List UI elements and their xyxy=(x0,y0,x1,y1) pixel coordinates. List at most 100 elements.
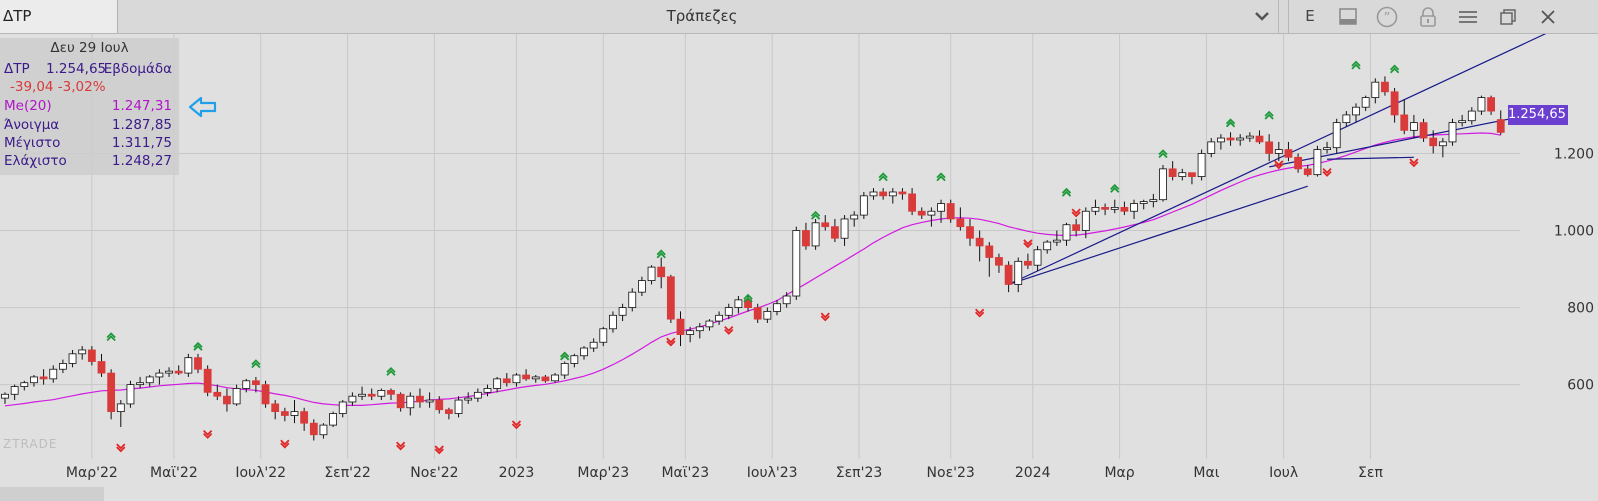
symbol-input[interactable]: ΔΤΡ xyxy=(0,0,118,33)
candle xyxy=(792,226,801,300)
x-tick-label: Μαρ'23 xyxy=(577,465,629,481)
info-open-value: 1.287,85 xyxy=(111,117,172,133)
menu-button[interactable] xyxy=(1448,0,1488,33)
candle xyxy=(695,322,704,339)
candle-body xyxy=(300,411,309,424)
e-button[interactable]: E xyxy=(1305,7,1315,25)
candle-body xyxy=(599,328,608,343)
candle xyxy=(1149,193,1158,208)
candle-body xyxy=(1390,91,1399,116)
candle xyxy=(715,311,723,325)
down-signal-arrow xyxy=(724,325,734,335)
up-signal-arrow xyxy=(386,366,396,376)
candle xyxy=(1429,130,1438,154)
candle-body xyxy=(1226,137,1235,141)
candle xyxy=(377,388,386,401)
candle-body xyxy=(1438,141,1447,147)
down-signal-arrow xyxy=(666,337,676,347)
candle-body xyxy=(425,399,434,403)
restore-window-button[interactable] xyxy=(1488,0,1528,33)
candle xyxy=(1361,95,1370,112)
candle-body xyxy=(454,399,463,414)
candle-body xyxy=(734,299,743,308)
info-symbol: ΔΤΡ xyxy=(4,61,30,77)
lock-button[interactable] xyxy=(1408,0,1448,33)
candle xyxy=(1390,87,1399,123)
candle-body xyxy=(647,266,656,282)
candle xyxy=(1226,132,1235,146)
trendline xyxy=(1008,185,1308,286)
candle-body xyxy=(1207,141,1216,154)
candle-body xyxy=(1024,260,1032,266)
candle xyxy=(348,392,357,406)
candle-body xyxy=(136,382,145,386)
candle-body xyxy=(290,411,299,416)
candle-body xyxy=(1467,110,1476,122)
dropdown-button[interactable] xyxy=(1245,0,1279,33)
info-ma-value: 1.247,31 xyxy=(111,98,172,114)
candle-body xyxy=(715,314,723,322)
scroll-strip[interactable] xyxy=(0,487,104,501)
candle xyxy=(1419,118,1428,142)
candle-body xyxy=(1371,81,1380,98)
candle-body xyxy=(78,349,87,355)
candle-body xyxy=(406,395,415,409)
candle xyxy=(261,380,270,408)
candle xyxy=(1236,134,1245,146)
candle-body xyxy=(116,403,125,413)
candle-body xyxy=(251,380,260,386)
ma20-path xyxy=(4,132,1501,407)
candle xyxy=(1303,165,1312,177)
x-tick-label: Σεπ'23 xyxy=(836,465,883,481)
x-tick-label: Νοε'23 xyxy=(927,465,975,481)
candle xyxy=(1052,230,1061,246)
candle xyxy=(840,215,849,246)
candle xyxy=(329,411,338,428)
pointer-arrow-icon[interactable] xyxy=(188,96,218,122)
candle-body xyxy=(956,218,965,228)
candle-body xyxy=(1332,122,1341,149)
info-low-label: Ελάχιστο xyxy=(4,153,67,169)
candle-body xyxy=(753,307,762,320)
candle xyxy=(1159,165,1167,202)
candle-body xyxy=(107,372,116,413)
panel-button[interactable] xyxy=(1328,0,1368,33)
candle-body xyxy=(888,191,897,197)
candle xyxy=(444,407,453,420)
candle-body xyxy=(1,393,9,399)
candle xyxy=(609,311,617,333)
candle xyxy=(107,369,116,420)
candle xyxy=(937,199,945,223)
price-chart[interactable]: 600 800 1.000 1.200 Μαρ'22 Μαϊ'22 Ιουλ'22 Σεπ'2… xyxy=(0,34,1598,501)
candle-body xyxy=(1149,199,1158,203)
candle xyxy=(30,375,38,387)
candle-body xyxy=(309,422,318,436)
panel-icon xyxy=(1338,7,1358,25)
x-tick-label: Μαϊ'22 xyxy=(150,465,198,481)
candle-body xyxy=(68,353,77,364)
candle xyxy=(1313,145,1322,177)
candle-body xyxy=(831,226,839,239)
candle-body xyxy=(1274,149,1283,154)
down-signal-arrow xyxy=(1274,160,1284,170)
candle-body xyxy=(483,388,492,393)
candle xyxy=(831,218,839,243)
candle xyxy=(888,188,897,204)
candle xyxy=(1072,218,1081,237)
candle xyxy=(1197,149,1206,181)
candle xyxy=(1,392,9,404)
y-tick-label: 800 xyxy=(1567,301,1594,317)
candle xyxy=(811,218,820,250)
candle xyxy=(618,303,627,322)
info-low-row: Ελάχιστο 1.248,27 xyxy=(4,152,176,170)
candle xyxy=(551,373,559,383)
candle xyxy=(1400,99,1409,135)
candle xyxy=(1477,95,1486,115)
lock-icon xyxy=(1419,6,1437,27)
quote-button[interactable]: ” xyxy=(1367,0,1407,33)
candle xyxy=(1062,222,1071,246)
candle xyxy=(338,400,347,418)
candle-body xyxy=(869,191,878,197)
close-button[interactable] xyxy=(1528,0,1568,33)
candle xyxy=(1487,95,1495,115)
